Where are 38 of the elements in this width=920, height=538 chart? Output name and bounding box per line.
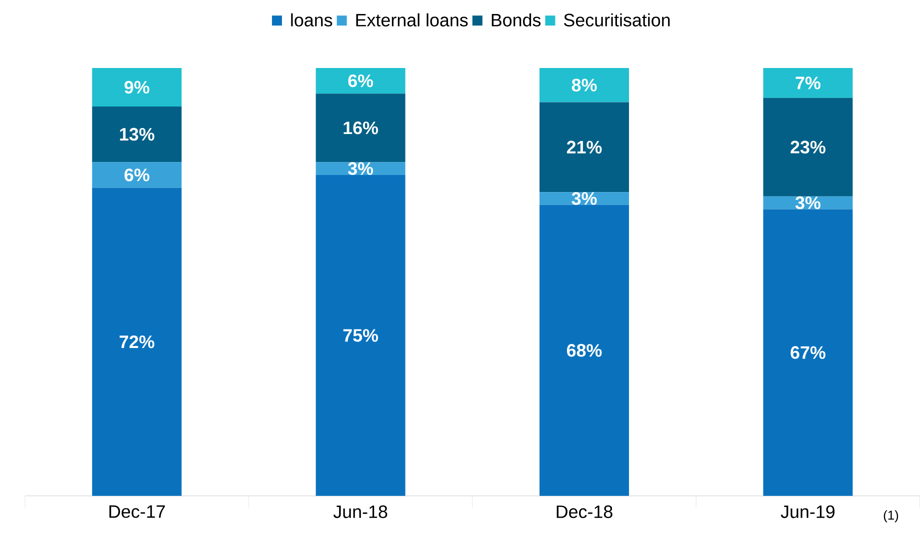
data-label: 7% (796, 76, 820, 90)
bar (92, 106, 182, 162)
x-tick-label: Jun-18 (333, 505, 388, 518)
bar (540, 102, 629, 192)
data-label: 6% (124, 168, 150, 182)
data-label: 3% (348, 162, 374, 175)
bar (540, 68, 629, 102)
legend-label: Securitisation (564, 13, 670, 27)
legend-label: loans (291, 13, 332, 27)
bar (540, 204, 629, 496)
data-label: 75% (343, 329, 378, 342)
data-label: 3% (572, 192, 597, 205)
x-tick-label: Dec-18 (556, 505, 612, 518)
data-label: 3% (795, 196, 820, 210)
bar (92, 162, 182, 188)
bar (92, 68, 182, 107)
bar (763, 68, 853, 98)
legend-label: Bonds (492, 13, 541, 27)
x-tick-label: Dec-17 (109, 505, 165, 518)
bar (316, 68, 406, 94)
data-label: 67% (790, 346, 826, 359)
legend-label: External loans (356, 13, 468, 27)
data-label: 16% (344, 122, 378, 134)
data-label: 21% (566, 140, 602, 154)
data-label: 6% (348, 74, 374, 88)
bar (316, 175, 406, 496)
bar (316, 94, 406, 162)
data-label: 8% (572, 78, 597, 92)
data-label: 23% (790, 140, 826, 154)
bar (763, 209, 853, 496)
bar (92, 188, 182, 496)
data-label: 68% (566, 344, 602, 357)
data-label: 72% (120, 336, 154, 348)
text: (1) (884, 510, 898, 522)
data-label: 13% (120, 128, 154, 141)
bar (763, 98, 853, 196)
x-tick-label: Jun-19 (780, 505, 835, 518)
data-label: 9% (124, 80, 150, 94)
